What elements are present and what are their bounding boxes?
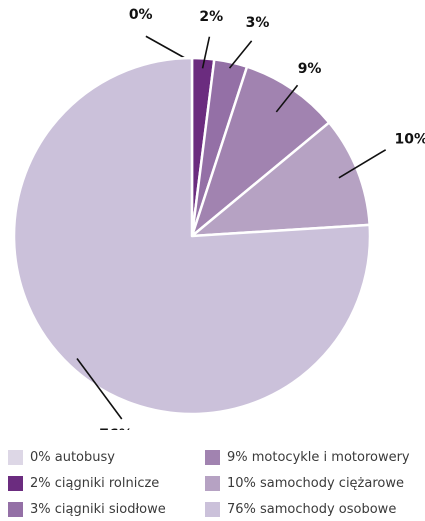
legend-item-samochody-osobowe: 76% samochody osobowe bbox=[205, 498, 396, 520]
leader-line-ciagniki-rolnicze bbox=[201, 36, 211, 69]
legend-label-ciagniki-rolnicze: 2% ciągniki rolnicze bbox=[30, 475, 160, 491]
legend-item-ciagniki-rolnicze: 2% ciągniki rolnicze bbox=[8, 472, 159, 494]
data-label-autobusy: 0% bbox=[129, 7, 153, 23]
legend-item-autobusy: 0% autobusy bbox=[8, 446, 115, 468]
legend-swatch-samochody-osobowe bbox=[205, 501, 220, 517]
data-label-samochody-ciezarowe: 10% bbox=[394, 131, 425, 147]
legend-swatch-autobusy bbox=[8, 449, 23, 465]
legend-item-motocykle: 9% motocykle i motorowery bbox=[205, 446, 410, 468]
leader-line-samochody-ciezarowe bbox=[338, 149, 387, 179]
legend-label-samochody-osobowe: 76% samochody osobowe bbox=[227, 501, 397, 517]
data-label-ciagniki-rolnicze: 2% bbox=[199, 9, 223, 25]
leader-line-ciagniki-siodlowe bbox=[228, 40, 253, 69]
legend-item-samochody-ciezarowe: 10% samochody ciężarowe bbox=[205, 472, 404, 494]
data-label-samochody-osobowe: 76% bbox=[99, 427, 133, 430]
pie-slice-samochody-osobowe bbox=[12, 56, 372, 416]
leader-line-samochody-osobowe bbox=[76, 357, 123, 420]
legend-label-autobusy: 0% autobusy bbox=[30, 449, 115, 465]
legend: 0% autobusy 2% ciągniki rolnicze 3% ciąg… bbox=[0, 446, 425, 521]
legend-swatch-ciagniki-siodlowe bbox=[8, 501, 23, 517]
data-label-ciagniki-siodlowe: 3% bbox=[246, 15, 270, 31]
legend-swatch-samochody-ciezarowe bbox=[205, 475, 220, 491]
legend-label-ciagniki-siodlowe: 3% ciągniki siodłowe bbox=[30, 501, 166, 517]
legend-swatch-ciagniki-rolnicze bbox=[8, 475, 23, 491]
legend-item-ciagniki-siodlowe: 3% ciągniki siodłowe bbox=[8, 498, 166, 520]
pie-slice-samochody-ciezarowe bbox=[190, 121, 371, 238]
pie-slice-motocykle-i-motorowery bbox=[190, 65, 331, 238]
leader-line-motocykle-i-motorowery bbox=[275, 84, 299, 113]
legend-label-samochody-ciezarowe: 10% samochody ciężarowe bbox=[227, 475, 404, 491]
pie-chart-svg: 0% 2% 3% 9% 10% 76% bbox=[12, 7, 425, 430]
data-label-motocykle-i-motorowery: 9% bbox=[298, 61, 322, 77]
legend-swatch-motocykle bbox=[205, 449, 220, 465]
legend-label-motocykle: 9% motocykle i motorowery bbox=[227, 449, 410, 465]
